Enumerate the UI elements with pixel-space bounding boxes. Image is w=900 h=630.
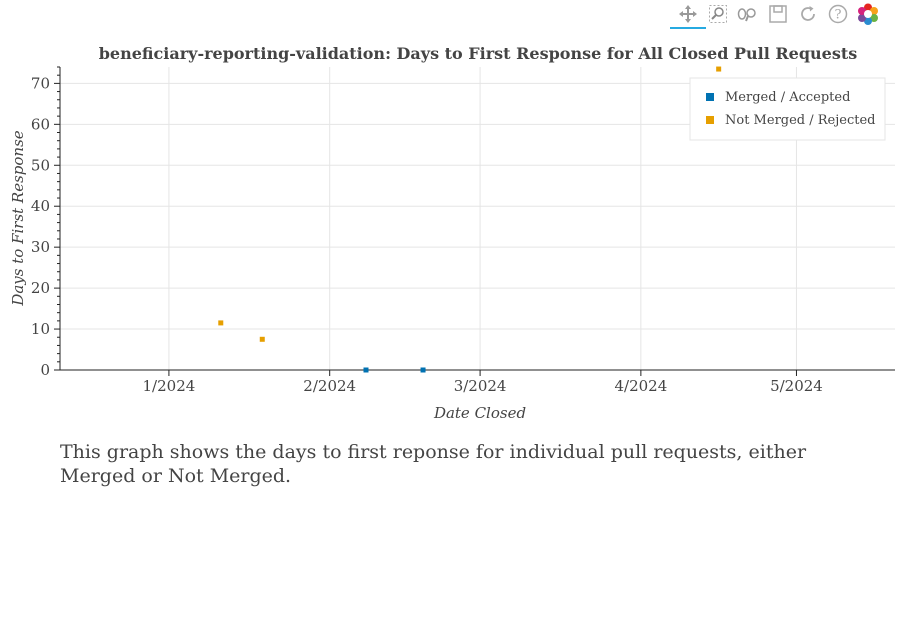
box-zoom-icon[interactable] [707, 3, 729, 25]
wheel-zoom-icon[interactable] [737, 3, 759, 25]
chart-toolbar: ? [670, 0, 900, 30]
legend-label-not-merged: Not Merged / Rejected [725, 113, 875, 128]
legend-label-merged: Merged / Accepted [725, 90, 850, 105]
data-points [218, 66, 722, 373]
legend-box [689, 77, 886, 141]
legend-swatch-not-merged [706, 116, 714, 124]
legend: Merged / Accepted Not Merged / Rejected [689, 77, 886, 141]
x-tick-label: 2/2024 [303, 377, 356, 395]
x-tick-label: 3/2024 [454, 377, 507, 395]
save-icon[interactable] [767, 3, 789, 25]
y-tick-label: 20 [31, 279, 50, 297]
legend-swatch-merged [706, 93, 714, 101]
y-tick-label: 70 [31, 74, 50, 92]
x-tick-label: 1/2024 [143, 377, 196, 395]
reset-icon[interactable] [797, 3, 819, 25]
y-tick-label: 60 [31, 115, 50, 133]
x-tick-label: 4/2024 [614, 377, 667, 395]
chart-title: beneficiary-reporting-validation: Days t… [99, 44, 858, 63]
bokeh-logo-icon[interactable] [857, 3, 879, 25]
not-merged-data-point [716, 66, 722, 72]
scatter-chart: beneficiary-reporting-validation: Days t… [9, 44, 895, 422]
pan-icon[interactable] [670, 3, 706, 29]
y-axis-label: Days to First Response [9, 130, 27, 306]
help-icon[interactable]: ? [827, 3, 849, 25]
merged-data-point [363, 367, 369, 373]
x-tick-label: 5/2024 [770, 377, 823, 395]
merged-data-point [420, 367, 426, 373]
not-merged-data-point [218, 320, 224, 326]
chart-caption: This graph shows the days to first repon… [60, 441, 807, 487]
y-tick-label: 40 [31, 197, 50, 215]
y-tick-label: 0 [40, 361, 50, 379]
y-tick-label: 10 [31, 320, 50, 338]
svg-text:?: ? [835, 8, 842, 23]
axes: 0 10 20 30 40 50 60 70 1/2024 2/2024 3/2024 4/2024 5… [31, 66, 895, 395]
y-tick-label: 30 [31, 238, 50, 256]
not-merged-data-point [259, 336, 265, 342]
x-axis-label: Date Closed [433, 404, 526, 422]
y-tick-label: 50 [31, 156, 50, 174]
